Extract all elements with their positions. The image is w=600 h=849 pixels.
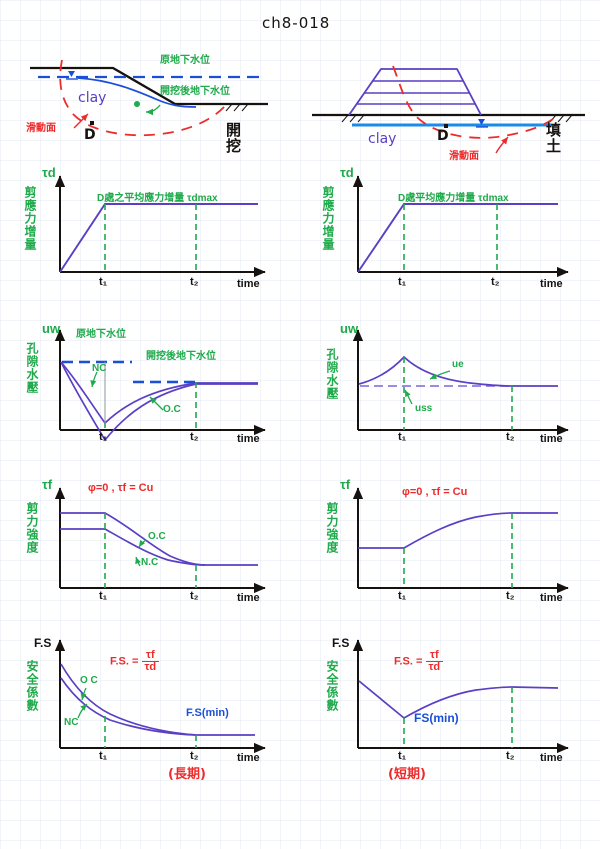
xtick-t2-uw-right: t₂: [506, 431, 515, 443]
x-axis-label-fs-left: time: [237, 752, 260, 764]
annotation-tau-d-left: D處之平均應力增量 τdmax: [97, 193, 218, 204]
x-axis-label-tau-f-left: time: [237, 592, 260, 604]
y-axis-label-tau-f-right: 剪力強度: [325, 502, 339, 554]
annotation-oc-tau-f-left: O.C: [148, 531, 166, 542]
x-axis-label-fs-right: time: [540, 752, 563, 764]
fs-formula-denominator-left: τd: [144, 661, 157, 673]
y-axis-label-fs-left: 安全係數: [25, 660, 39, 712]
clay-label-left: clay: [78, 90, 107, 106]
case-note-short-term: (短期): [388, 767, 426, 782]
xtick-t1-tau-f-left: t₁: [99, 590, 108, 602]
case-note-long-term: (長期): [168, 767, 206, 782]
clay-label-right: clay: [368, 131, 397, 147]
xtick-t2-tau-d-right: t₂: [491, 276, 500, 288]
x-axis-label-tau-d-left: time: [237, 278, 260, 290]
y-axis-label-uw-left: 孔隙水壓: [25, 342, 39, 394]
annotation-oc-fs-left: O C: [80, 675, 98, 686]
chart-tau-f-left-drawing: [54, 487, 266, 594]
xtick-t1-fs-left: t₁: [99, 750, 108, 762]
original-water-table-label: 原地下水位: [160, 55, 210, 66]
y-axis-symbol-tau-f-left: τf: [42, 477, 53, 492]
y-axis-label-tau-d-right: 剪應力增量: [321, 186, 335, 251]
fs-min-label-left: F.S(min): [186, 707, 229, 719]
annotation-original-gwt-uw-left: 原地下水位: [76, 329, 126, 340]
chart-tau-d-left-drawing: [54, 175, 266, 278]
xtick-t1-fs-right: t₁: [398, 750, 407, 762]
y-axis-symbol-tau-f-right: τf: [340, 477, 351, 492]
chart-tau-d-right-drawing: [352, 175, 569, 278]
fs-formula-right: F.S. = τf τd: [394, 650, 444, 673]
case-label-embankment: 填土: [544, 122, 562, 154]
x-axis-label-uw-left: time: [237, 433, 260, 445]
y-axis-symbol-uw-right: uw: [340, 321, 359, 336]
y-axis-label-fs-right: 安全係數: [325, 660, 339, 712]
y-axis-label-tau-d-left: 剪應力增量: [23, 186, 37, 251]
formula-phi-tau-f-left: φ=0 , τf = Cu: [88, 482, 154, 494]
point-d-label-left: D: [84, 127, 96, 143]
xtick-t2-tau-f-right: t₂: [506, 590, 515, 602]
x-axis-label-uw-right: time: [540, 433, 563, 445]
annotation-nc-uw-left: NC: [92, 363, 107, 374]
chart-uw-left-drawing: [54, 329, 266, 442]
chart-fs-right-drawing: [352, 639, 569, 754]
formula-phi-tau-f-right: φ=0 , τf = Cu: [402, 486, 468, 498]
fs-formula-denominator-right: τd: [428, 661, 441, 673]
annotation-oc-uw-left: O.C: [163, 404, 181, 415]
y-axis-label-uw-right: 孔隙水壓: [325, 348, 339, 400]
fs-formula-left: F.S. = τf τd: [110, 650, 160, 673]
xtick-t2-fs-left: t₂: [190, 750, 199, 762]
xtick-t1-tau-f-right: t₁: [398, 590, 407, 602]
annotation-after-gwt-uw-left: 開挖後地下水位: [146, 351, 216, 362]
embankment-scene-drawing: [312, 65, 585, 154]
page-title: ch8-018: [262, 14, 331, 32]
x-axis-label-tau-d-right: time: [540, 278, 563, 290]
fs-formula-fraction-right: τf τd: [425, 650, 444, 673]
xtick-t1-tau-d-left: t₁: [99, 276, 108, 288]
xtick-t1-uw-right: t₁: [398, 431, 407, 443]
xtick-t1-uw-left: t₁: [99, 431, 108, 443]
y-axis-symbol-tau-d-right: τd: [340, 165, 354, 180]
after-excavation-water-table-label: 開挖後地下水位: [160, 86, 230, 97]
chart-tau-f-right-drawing: [352, 487, 569, 594]
y-axis-label-tau-f-left: 剪力強度: [25, 502, 39, 554]
slip-surface-label-right: 滑動面: [449, 151, 479, 162]
annotation-tau-d-right: D處平均應力增量 τdmax: [398, 193, 509, 204]
fs-formula-numerator-left: τf: [141, 650, 160, 662]
xtick-t2-tau-d-left: t₂: [190, 276, 199, 288]
fs-formula-fraction-left: τf τd: [141, 650, 160, 673]
slip-surface-label-left: 滑動面: [26, 123, 56, 134]
x-axis-label-tau-f-right: time: [540, 592, 563, 604]
xtick-t2-uw-left: t₂: [190, 431, 199, 443]
annotation-ue-uw-right: ue: [452, 359, 464, 370]
chart-uw-right-drawing: [352, 329, 569, 436]
annotation-nc-tau-f-left: N.C: [141, 557, 159, 568]
excavation-scene-drawing: [30, 59, 268, 137]
fs-formula-numerator-right: τf: [425, 650, 444, 662]
y-axis-symbol-tau-d-left: τd: [42, 165, 56, 180]
annotation-nc-fs-left: NC: [64, 717, 79, 728]
fs-formula-lhs-right: F.S. =: [394, 655, 423, 668]
fs-min-label-right: FS(min): [414, 711, 459, 725]
xtick-t2-fs-right: t₂: [506, 750, 515, 762]
xtick-t1-tau-d-right: t₁: [398, 276, 407, 288]
fs-formula-lhs-left: F.S. =: [110, 655, 139, 668]
xtick-t2-tau-f-left: t₂: [190, 590, 199, 602]
case-label-excavation: 開挖: [224, 122, 242, 154]
y-axis-symbol-fs-right: F.S: [332, 636, 350, 650]
y-axis-symbol-uw-left: uw: [42, 321, 61, 336]
y-axis-symbol-fs-left: F.S: [34, 636, 52, 650]
point-d-label-right: D: [437, 128, 449, 144]
chart-fs-left-drawing: [54, 639, 266, 754]
annotation-uss-uw-right: uss: [415, 403, 433, 414]
